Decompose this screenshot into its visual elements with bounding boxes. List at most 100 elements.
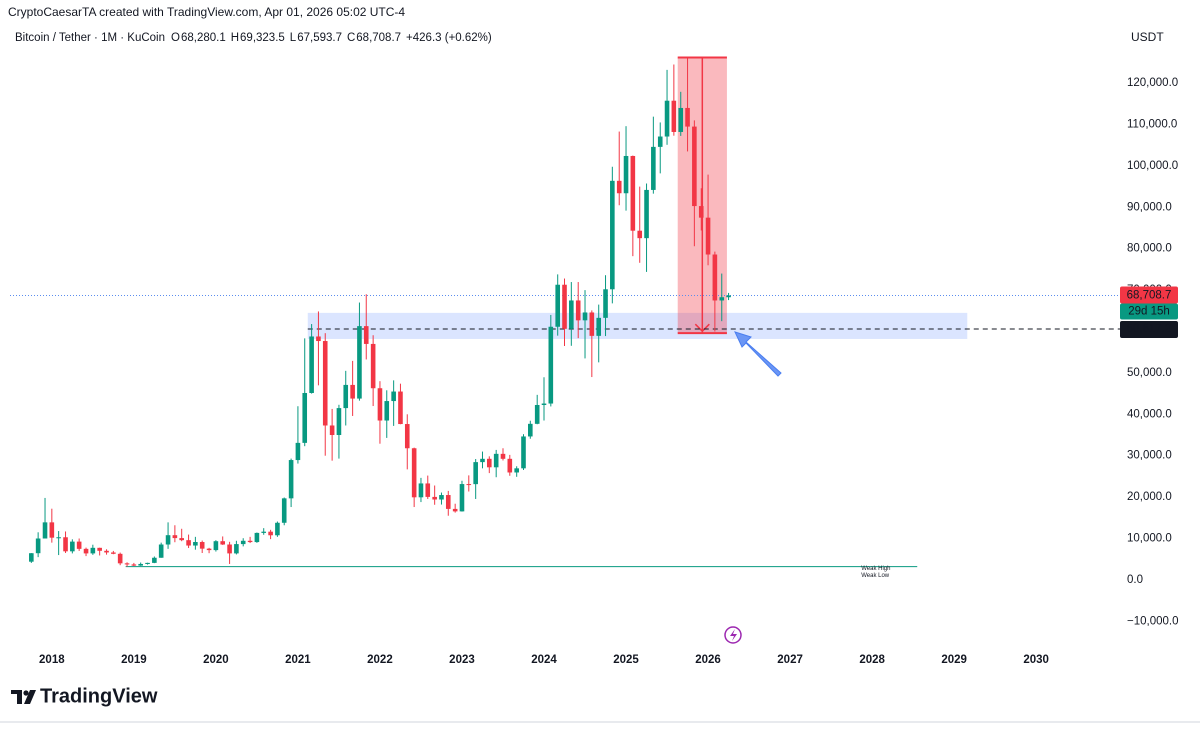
candle-body (199, 542, 205, 549)
candle-body (541, 403, 547, 405)
candle-body (596, 317, 602, 336)
candle-body (555, 284, 561, 327)
candle-body (391, 391, 396, 402)
legend-text: 68,708.7 (356, 32, 401, 44)
candle-body (425, 483, 431, 497)
candle-body (432, 496, 437, 500)
candle-body (439, 495, 444, 500)
candle-body (500, 453, 506, 459)
candle-body (322, 341, 328, 426)
candle-body (370, 343, 376, 389)
y-tick-label: 120,000.0 (1127, 77, 1178, 89)
legend-text: +426.3 (+0.62%) (406, 32, 492, 44)
candle-body (111, 552, 116, 554)
brand-logo (11, 690, 36, 704)
candle-body (692, 126, 697, 207)
candle-body (247, 540, 253, 543)
candle-body (480, 458, 485, 463)
candle-body (726, 295, 731, 298)
candle-body (158, 544, 164, 558)
last-price-box (1120, 286, 1178, 304)
candle-body (363, 326, 369, 344)
y-tick-label: −10,000.0 (1127, 615, 1178, 627)
zone (307, 312, 968, 339)
candle-body (603, 289, 608, 318)
y-tick-label: 50,000.0 (1127, 367, 1172, 379)
candle-body (521, 436, 526, 469)
brand-name: TradingView (40, 685, 158, 707)
candle-body (398, 391, 403, 425)
legend-text: L (290, 32, 297, 44)
candle-body (227, 544, 232, 554)
candle-body (377, 388, 383, 421)
x-tick-label: 2020 (203, 654, 229, 666)
candle-body (384, 401, 390, 421)
x-tick-label: 2024 (531, 654, 557, 666)
candle-body (493, 453, 499, 468)
candle-body (42, 522, 48, 539)
candle-body (569, 300, 574, 329)
y-tick-label: 40,000.0 (1127, 408, 1172, 420)
legend-text: H (231, 32, 239, 44)
y-tick-label: 20,000.0 (1127, 491, 1172, 503)
candle-body (623, 155, 629, 194)
candle-body (179, 538, 184, 541)
candle-body (63, 537, 68, 552)
candle-body (644, 189, 649, 239)
candle-body (97, 547, 102, 551)
y-unit: USDT (1131, 30, 1164, 44)
attribution: CryptoCaesarTA created with TradingView.… (8, 5, 405, 19)
candle-body (610, 180, 615, 290)
countdown-box (1120, 303, 1178, 320)
candle-body (281, 498, 287, 523)
legend-text: 68,280.1 (181, 32, 226, 44)
candle-body (234, 544, 239, 554)
candle-body (240, 540, 246, 545)
y-tick-label: 100,000.0 (1127, 160, 1178, 172)
candle-body (213, 541, 219, 551)
candle-body (90, 547, 96, 554)
candle-body (268, 531, 273, 536)
candle-body (49, 522, 55, 538)
x-tick-label: 2030 (1023, 654, 1049, 666)
x-tick-label: 2029 (941, 654, 967, 666)
candle-body (616, 180, 622, 194)
candle-body (411, 448, 417, 498)
candle-body (473, 462, 478, 485)
candle-body (193, 542, 198, 546)
candle-body (138, 563, 143, 566)
candle-body (288, 460, 294, 499)
candle-body (117, 553, 123, 564)
line-price-box (1120, 320, 1178, 338)
candle-body (104, 550, 109, 553)
pointer-arrow (734, 331, 782, 377)
y-tick-label: 30,000.0 (1127, 450, 1172, 462)
candle-body (719, 297, 725, 301)
x-tick-label: 2025 (613, 654, 639, 666)
candle-body (186, 540, 191, 546)
candle-body (295, 442, 301, 461)
candle-body (452, 508, 458, 512)
candle-body (664, 100, 670, 137)
candle-body (534, 404, 540, 424)
candle-body (172, 535, 178, 539)
alert-icon (724, 626, 742, 644)
candle-body (357, 326, 362, 399)
candle-body (70, 541, 75, 552)
candle-body (657, 136, 663, 147)
candle-body (56, 537, 61, 539)
y-tick-label: 80,000.0 (1127, 243, 1172, 255)
candle-body (705, 217, 711, 255)
range-label: Weak High (861, 566, 890, 572)
x-tick-label: 2027 (777, 654, 803, 666)
candle-body (350, 384, 355, 399)
range-label: Weak Low (861, 573, 890, 579)
y-tick-label: 10,000.0 (1127, 533, 1172, 545)
candle-body (275, 522, 280, 536)
legend-text: C (347, 32, 355, 44)
candle-body (124, 563, 130, 565)
candle-body (589, 312, 595, 336)
countdown-label: 29d 15h (1128, 305, 1170, 317)
candle-body (548, 326, 554, 404)
